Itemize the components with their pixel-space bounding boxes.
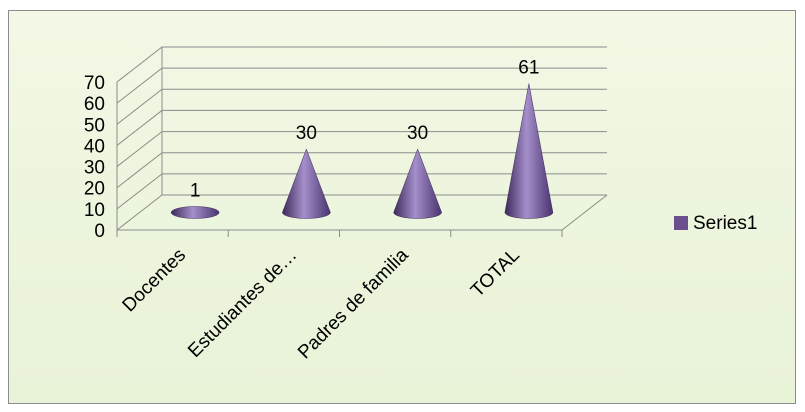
data-label: 61: [518, 58, 539, 79]
y-tick-label: 10: [84, 200, 105, 221]
category-label: Padres de familia: [294, 244, 413, 363]
y-tick-label: 60: [84, 94, 105, 115]
y-tick-label: 30: [84, 158, 105, 179]
category-label: TOTAL: [467, 245, 524, 302]
cone-bar: [393, 148, 442, 219]
y-tick-label: 70: [84, 73, 105, 94]
category-label: Docentes: [119, 245, 191, 317]
cone-bar: [504, 83, 554, 219]
cone-bar: [170, 206, 220, 219]
data-label: 1: [190, 181, 201, 202]
legend: Series1: [674, 213, 757, 234]
cone-bar: [282, 148, 331, 219]
y-tick-label: 50: [84, 115, 105, 136]
series-cones: [170, 83, 554, 219]
legend-label-series1: Series1: [693, 213, 757, 234]
data-labels: 1 30 30 61: [190, 58, 540, 202]
data-label: 30: [296, 123, 317, 144]
y-tick-label: 20: [84, 179, 105, 200]
chart-area: 0 10 20 30 40 50 60 70 1 30 30 61 Docentes Estudian…: [8, 10, 796, 404]
y-tick-label: 0: [94, 221, 105, 242]
y-tick-label: 40: [84, 136, 105, 157]
category-label: Estudiantes de…: [184, 245, 301, 362]
legend-swatch-series1: [674, 216, 688, 230]
axes: [116, 47, 608, 237]
data-label: 30: [407, 123, 428, 144]
